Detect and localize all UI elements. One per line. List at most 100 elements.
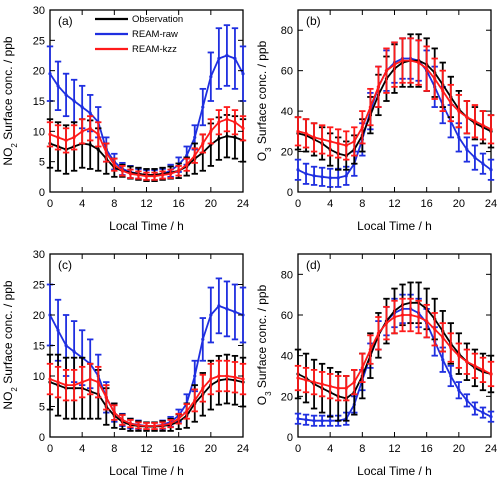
data-point bbox=[104, 395, 108, 399]
data-point bbox=[144, 174, 149, 178]
data-point bbox=[360, 125, 364, 129]
data-point bbox=[296, 376, 300, 380]
x-tick-label: 4 bbox=[327, 198, 333, 210]
x-tick-label: 8 bbox=[111, 443, 117, 455]
data-point bbox=[296, 129, 300, 133]
x-tick-label: 0 bbox=[47, 198, 53, 210]
x-tick-label: 0 bbox=[47, 443, 53, 455]
data-point bbox=[217, 374, 221, 378]
data-point bbox=[465, 147, 469, 152]
data-point bbox=[177, 417, 181, 421]
series-ream-kzz bbox=[46, 359, 247, 430]
series-layer bbox=[46, 24, 247, 182]
plot-frame bbox=[297, 253, 492, 438]
data-point bbox=[80, 129, 84, 133]
data-point bbox=[481, 123, 485, 127]
data-point bbox=[449, 345, 453, 350]
data-point bbox=[72, 383, 76, 387]
data-point bbox=[64, 343, 68, 348]
data-point bbox=[112, 163, 116, 167]
y-axis-label: NO2 Surface conc. / ppb bbox=[1, 36, 19, 166]
data-point bbox=[80, 105, 84, 109]
data-point bbox=[64, 138, 68, 143]
data-point bbox=[193, 398, 197, 402]
data-point bbox=[201, 105, 205, 109]
data-point bbox=[328, 419, 332, 423]
data-point bbox=[128, 172, 133, 176]
data-point bbox=[417, 315, 421, 319]
y-tick-label: 80 bbox=[281, 269, 293, 281]
data-point bbox=[209, 75, 213, 79]
data-point bbox=[481, 368, 485, 372]
data-point bbox=[304, 172, 308, 176]
data-point bbox=[465, 115, 469, 119]
data-point bbox=[336, 386, 340, 390]
y-tick-label: 15 bbox=[33, 96, 45, 108]
y-tick-label: 60 bbox=[281, 310, 293, 322]
data-point bbox=[177, 169, 181, 173]
x-tick-label: 20 bbox=[205, 443, 217, 455]
panel-label: (b) bbox=[306, 14, 321, 28]
data-point bbox=[48, 72, 52, 76]
data-point bbox=[217, 56, 221, 61]
x-axis-label: Local Time / h bbox=[109, 464, 184, 478]
data-point bbox=[160, 173, 165, 177]
data-point bbox=[64, 383, 68, 387]
x-tick-label: 12 bbox=[140, 443, 152, 455]
data-point bbox=[169, 172, 173, 176]
data-point bbox=[96, 147, 100, 152]
data-point bbox=[489, 168, 493, 172]
y-tick-label: 0 bbox=[287, 432, 293, 444]
data-point bbox=[481, 162, 485, 166]
data-point bbox=[441, 89, 445, 93]
x-tick-label: 0 bbox=[295, 443, 301, 455]
data-point bbox=[481, 411, 485, 415]
data-point bbox=[336, 141, 340, 146]
y-tick-label: 30 bbox=[33, 5, 45, 17]
data-point bbox=[312, 174, 316, 178]
y-tick-label: 20 bbox=[33, 310, 45, 322]
data-point bbox=[352, 380, 356, 384]
x-tick-label: 20 bbox=[453, 443, 465, 455]
x-tick-label: 16 bbox=[173, 443, 185, 455]
data-point bbox=[304, 378, 308, 382]
x-tick-label: 12 bbox=[388, 443, 400, 455]
series-layer bbox=[294, 281, 495, 427]
panel-d: 0 4 8 12 16 20 24 0 20 40 60 80 (d) O3 Surface conc… bbox=[255, 253, 497, 478]
x-tick-label: 8 bbox=[359, 443, 365, 455]
x-tick-label: 12 bbox=[388, 198, 400, 210]
data-point bbox=[72, 99, 76, 103]
data-point bbox=[217, 304, 221, 308]
y-tick-label: 25 bbox=[33, 280, 45, 292]
y-tick-label: 0 bbox=[39, 432, 45, 444]
data-point bbox=[209, 313, 213, 317]
x-tick-label: 16 bbox=[421, 198, 433, 210]
data-point bbox=[304, 131, 308, 135]
panel-a: 0 4 8 12 16 20 24 0 5 10 15 20 25 30 (a) NO2 Surface … bbox=[1, 5, 249, 233]
data-point bbox=[233, 120, 237, 124]
legend-label-observation: Observation bbox=[132, 14, 183, 25]
tick-layer: 0 4 8 12 16 20 24 0 20 40 60 80 bbox=[281, 254, 497, 455]
y-tick-label: 10 bbox=[33, 126, 45, 138]
data-point bbox=[457, 388, 461, 392]
data-point bbox=[312, 419, 316, 423]
data-point bbox=[408, 313, 413, 317]
y-tick-label: 80 bbox=[281, 25, 293, 37]
data-point bbox=[201, 141, 205, 146]
data-point bbox=[185, 154, 189, 158]
data-point bbox=[169, 421, 173, 426]
data-point bbox=[457, 135, 461, 139]
data-point bbox=[233, 56, 237, 61]
data-point bbox=[400, 313, 405, 317]
series-ream-kzz bbox=[46, 106, 247, 181]
data-point bbox=[48, 132, 52, 136]
data-point bbox=[241, 72, 245, 76]
data-point bbox=[88, 111, 92, 115]
y-tick-label: 5 bbox=[39, 157, 45, 169]
data-point bbox=[217, 120, 221, 124]
panel-b: 0 4 8 12 16 20 24 0 20 40 60 80 (b) O3 Surface conc… bbox=[255, 9, 497, 233]
plot-frame bbox=[49, 253, 244, 438]
data-point bbox=[201, 386, 205, 390]
data-point bbox=[209, 129, 213, 133]
